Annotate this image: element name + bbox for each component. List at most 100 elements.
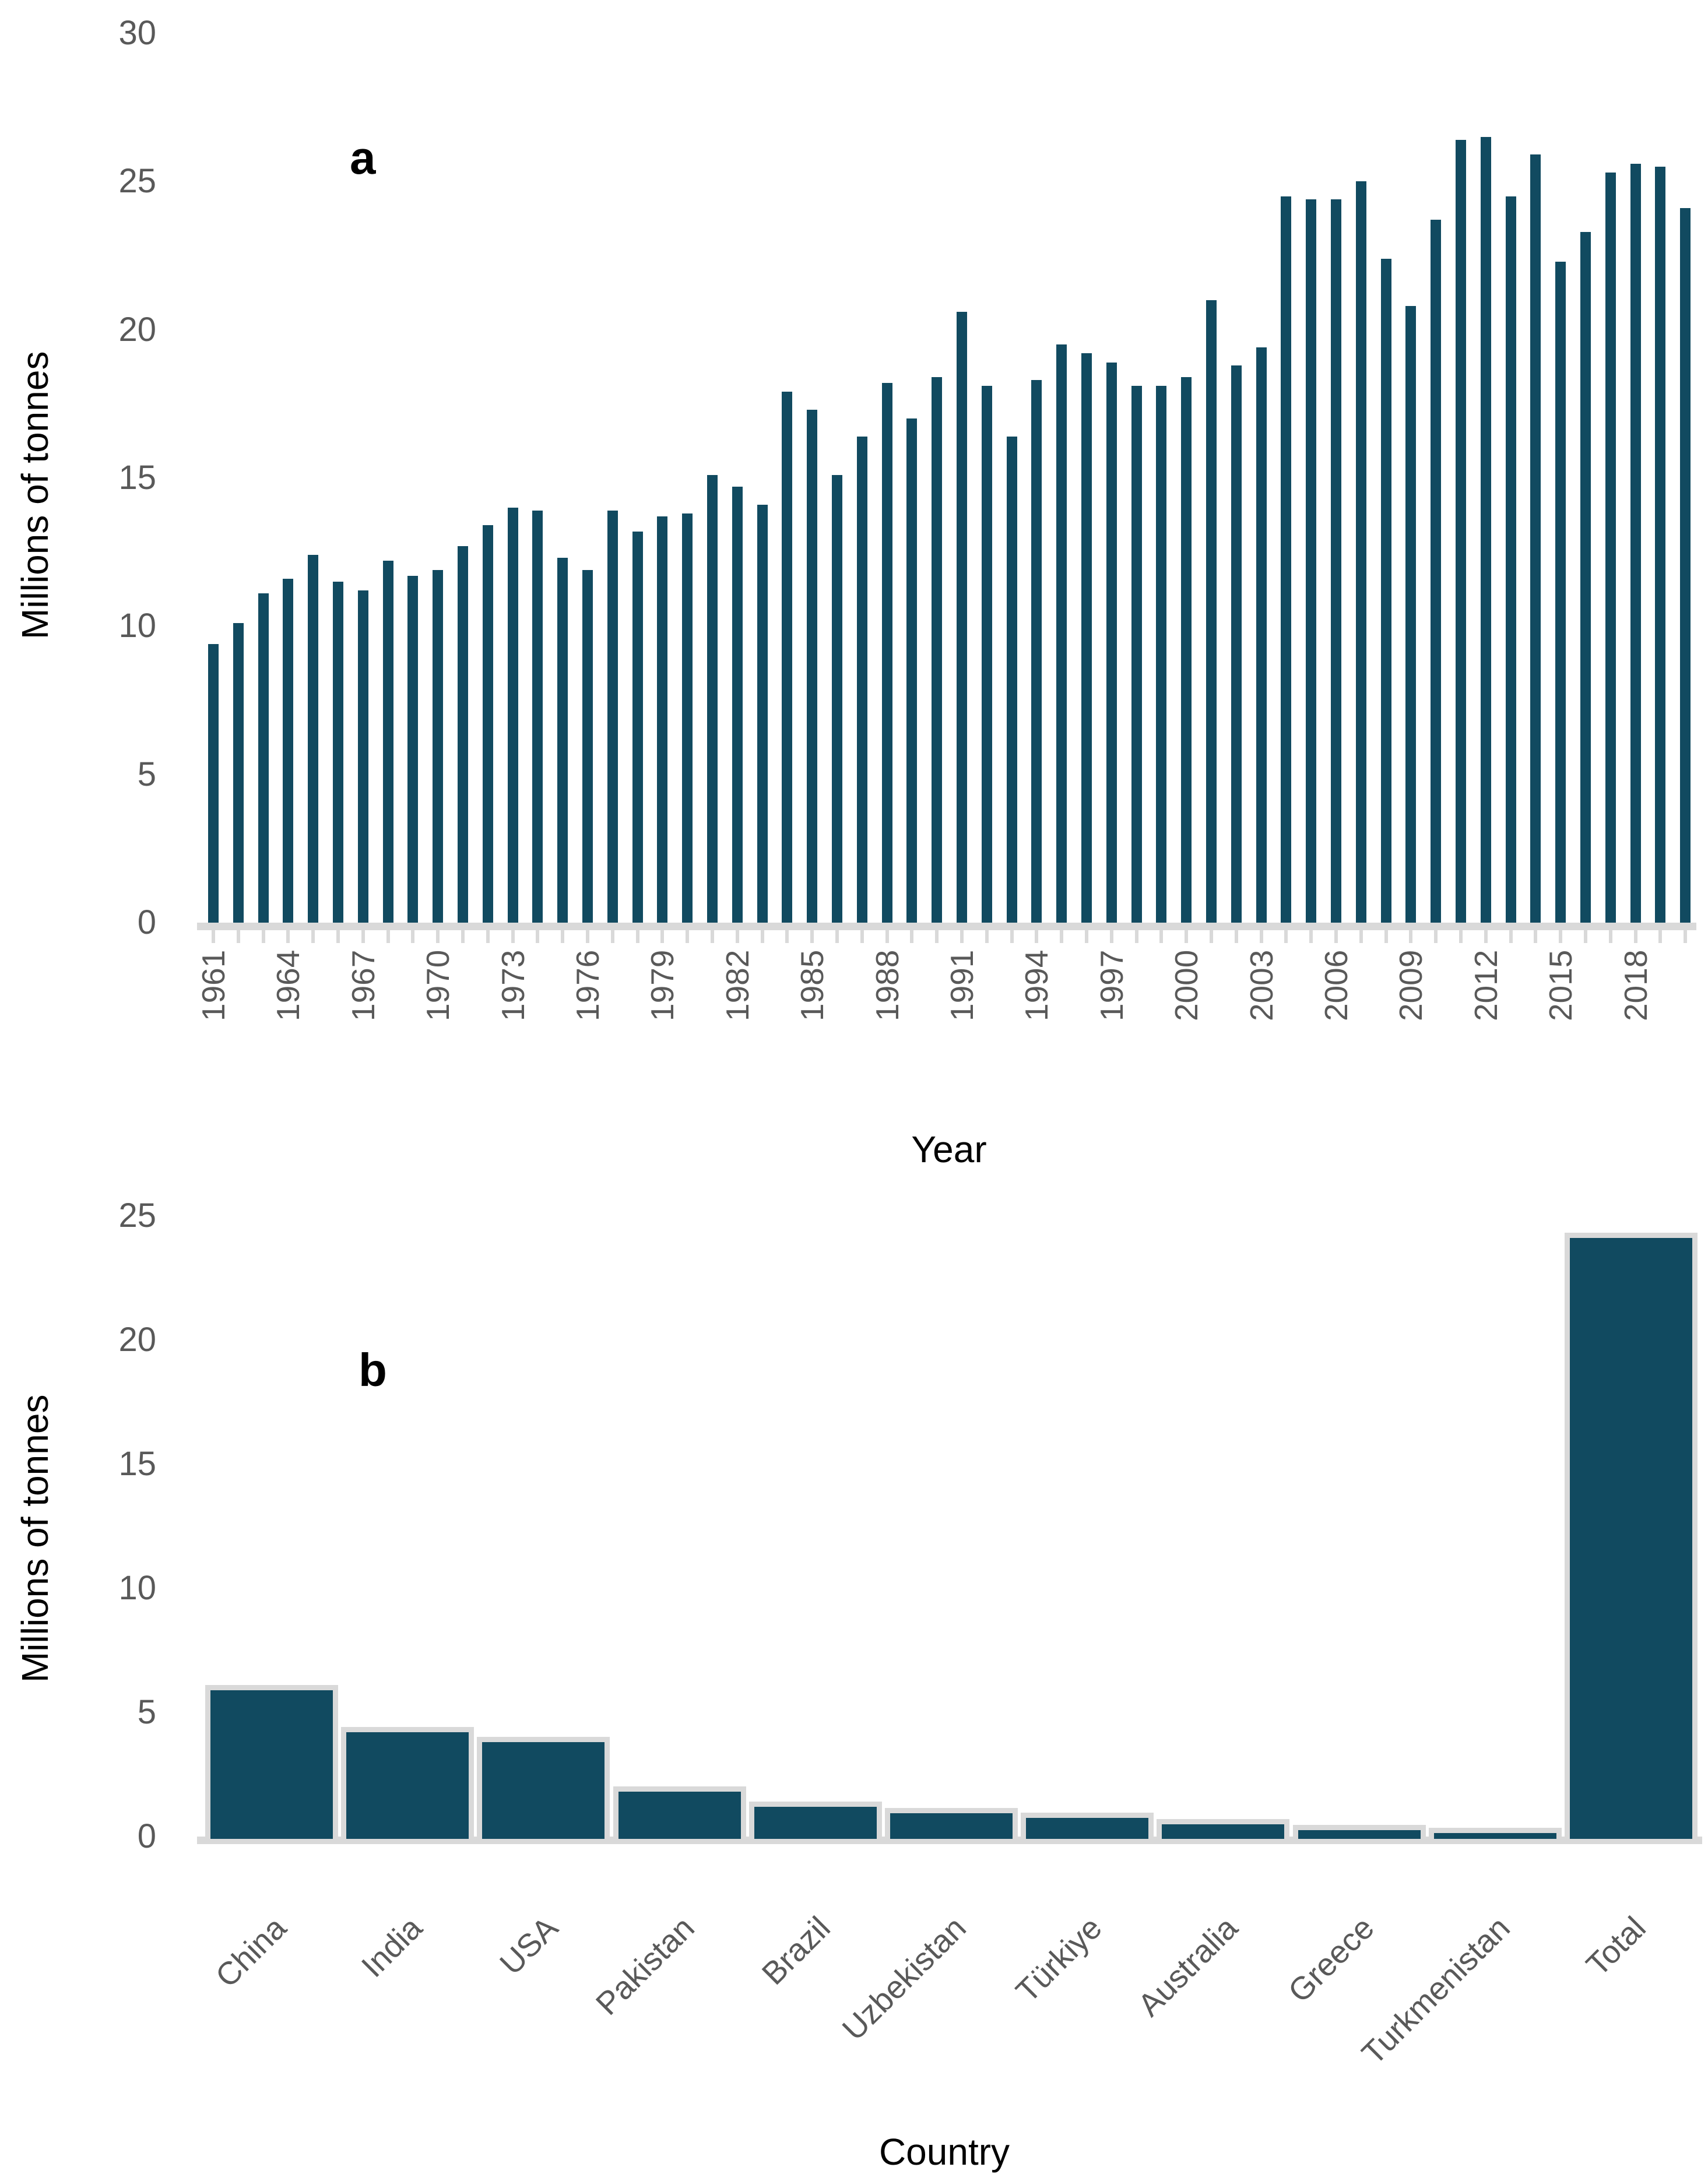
bar-USA [477,1737,610,1844]
bar-1967 [357,590,368,923]
panel-a-xtick-mark [760,930,764,943]
bar-Brazil [748,1801,882,1844]
panel-b-x-axis-title: Country [878,2131,1010,2173]
bar-2019 [1655,166,1666,923]
panel-b-xtick-Greece: Greece [1281,1909,1381,2010]
panel-a-xtick-mark [286,930,290,943]
panel-a-xtick-1976: 1976 [570,950,606,1022]
bar-1985 [807,409,818,923]
panel-a-xtick-mark [511,930,515,943]
panel-b-xtick-USA: USA [493,1909,565,1982]
bar-2010 [1431,220,1442,923]
bar-1976 [582,569,593,923]
bar-1964 [283,578,294,923]
panel-a-xtick-1982: 1982 [719,950,755,1022]
bar-2013 [1505,196,1516,923]
bar-1982 [732,487,743,923]
bar-1994 [1031,380,1042,923]
bar-1989 [906,418,918,923]
bar-1996 [1081,353,1092,923]
bar-1993 [1006,436,1017,923]
panel-a-xtick-mark [212,930,215,943]
panel-a-xtick-mark [686,930,690,943]
panel-a-xtick-mark [436,930,440,943]
bar-Greece [1292,1825,1426,1844]
bar-2004 [1281,196,1292,923]
bar-2018 [1630,163,1641,923]
panel-b-ytick-25: 25 [118,1197,156,1234]
panel-a-xtick-mark [1060,930,1064,943]
panel-a-xtick-2015: 2015 [1542,950,1579,1022]
bar-2015 [1555,261,1566,923]
bar-1988 [881,383,892,923]
panel-a-ytick-30: 30 [118,13,156,52]
panel-a-xtick-mark [1484,930,1488,943]
panel-a-xtick-mark [561,930,565,943]
bar-2003 [1256,347,1267,923]
panel-a-xtick-1994: 1994 [1018,950,1055,1022]
bar-2016 [1580,231,1591,923]
panel-a-xtick-mark [1359,930,1363,943]
panel-a-xtick-mark [1384,930,1388,943]
panel-a-xtick-mark [1210,930,1213,943]
panel-b-xtick-Total: Total [1579,1909,1653,1983]
bar-1999 [1156,386,1167,923]
panel-b: Millions of tonnes b 0 5 10 15 20 25 China Indi… [0,1195,1708,2181]
bar-1968 [382,561,393,923]
panel-a-xtick-2009: 2009 [1393,950,1429,1022]
panel-a-xtick-mark [835,930,839,943]
bar-1970 [433,569,444,923]
panel-a-xtick-mark [1459,930,1463,943]
panel-b-xtick-Turkmenistan: Turkmenistan [1354,1909,1517,2072]
panel-a-xtick-mark [1035,930,1039,943]
panel-a-xtick-1988: 1988 [869,950,905,1022]
panel-a-xtick-mark [1559,930,1563,943]
bar-1978 [632,531,643,923]
panel-a-xtick-mark [885,930,889,943]
panel-a-xtick-1985: 1985 [794,950,831,1022]
panel-a-letter: a [350,132,376,184]
panel-a-xtick-mark [735,930,739,943]
panel-a-xtick-2012: 2012 [1467,950,1504,1022]
bar-1990 [932,377,943,923]
bar-1972 [482,525,493,923]
bar-India [341,1727,475,1844]
bar-1995 [1056,344,1067,923]
panel-a-x-axis-line [197,923,1696,930]
bar-2020 [1680,208,1691,923]
panel-b-xtick-India: India [354,1909,430,1985]
bar-2012 [1480,136,1491,923]
panel-a-xtick-mark [810,930,814,943]
panel-a-xtick-2003: 2003 [1243,950,1280,1022]
bar-1991 [957,312,967,923]
panel-a-xtick-mark [1684,930,1688,943]
panel-a-xtick-1964: 1964 [270,950,307,1022]
panel-a-xtick-mark [1234,930,1238,943]
panel-a-ytick-20: 20 [118,310,156,349]
panel-a-xtick-mark [610,930,614,943]
panel-b-ytick-20: 20 [118,1321,156,1359]
bar-1977 [607,510,618,923]
panel-a-xtick-mark [935,930,939,943]
bar-1975 [557,558,568,923]
panel-a-xtick-mark [461,930,465,943]
bar-1979 [657,516,668,923]
panel-a-xtick-mark [311,930,315,943]
bar-1986 [832,474,842,923]
panel-a-ytick-25: 25 [118,162,156,200]
panel-a-xtick-mark [1259,930,1263,943]
panel-a-xtick-mark [1185,930,1189,943]
panel-a-xtick-1967: 1967 [345,950,381,1022]
panel-a-x-axis-title: Year [911,1128,987,1170]
panel-a-xtick-mark [1633,930,1637,943]
bar-1966 [333,581,343,923]
panel-a-xtick-mark [1309,930,1313,943]
bar-2001 [1206,300,1217,923]
panel-a-xtick-mark [1284,930,1288,943]
bar-1965 [308,555,319,923]
panel-a-xtick-mark [1159,930,1164,943]
panel-a-xtick-mark [660,930,665,943]
bar-1980 [682,513,693,923]
bar-1997 [1106,362,1117,923]
